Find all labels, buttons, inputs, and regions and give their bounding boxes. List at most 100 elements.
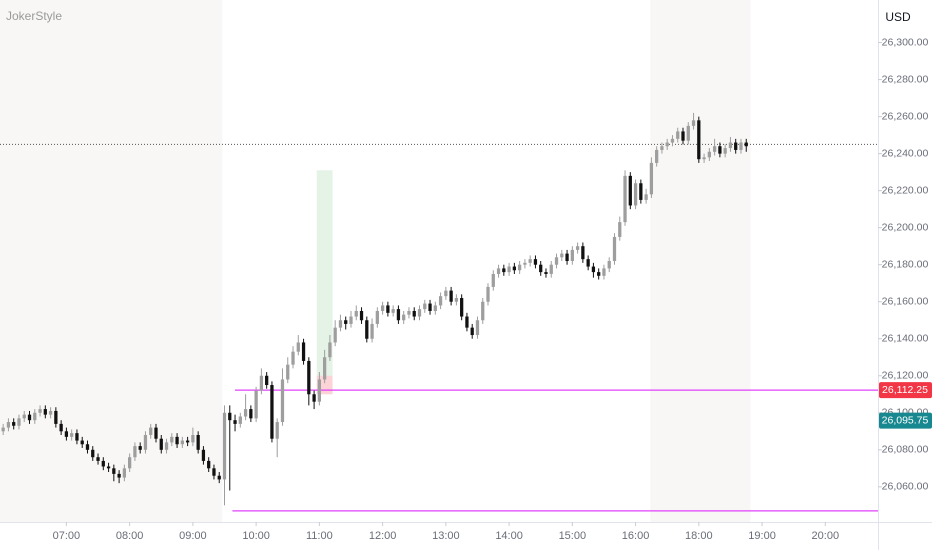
candle-body [101, 460, 105, 467]
candle-body [27, 414, 32, 421]
candle-body [48, 410, 53, 415]
candle-body [491, 273, 495, 287]
x-tick-label: 13:00 [432, 530, 460, 542]
candle-body [597, 272, 601, 276]
candle-body [75, 433, 79, 441]
candle-body [502, 268, 506, 273]
axis-layer: 26,060.0026,080.0026,100.0026,120.0026,1… [53, 36, 932, 542]
chart-title: JokerStyle [6, 9, 62, 23]
x-tick-label: 11:00 [306, 530, 333, 542]
candle-body [623, 175, 627, 223]
candle-body [349, 316, 353, 324]
candle-body [33, 412, 37, 421]
candle-body [512, 266, 516, 271]
level-price-label-box [879, 382, 932, 399]
candle-body [528, 259, 532, 263]
candle-body [586, 259, 590, 267]
candle-body [660, 146, 664, 150]
x-tick-label: 10:00 [242, 530, 270, 542]
candle-body [12, 422, 16, 426]
candle-body [170, 436, 174, 443]
price-label-box [879, 412, 932, 429]
candle-body [185, 440, 190, 443]
candle-body [665, 142, 669, 147]
x-tick-label: 14:00 [495, 530, 523, 542]
candle-body [549, 264, 553, 274]
candle-body [38, 409, 42, 413]
candle-body [117, 473, 121, 478]
candle-body [744, 142, 748, 147]
y-tick-label: 26,200.00 [882, 221, 929, 233]
candle-body [106, 466, 111, 469]
candle-body [328, 342, 332, 358]
y-tick-label: 26,240.00 [882, 147, 929, 159]
candle-body [533, 259, 538, 265]
candle-body [317, 379, 322, 402]
candle-body [686, 125, 690, 141]
candle-body [470, 327, 474, 336]
candle-body [712, 146, 717, 152]
candle-body [718, 146, 722, 154]
candle-body [149, 427, 153, 435]
candle-body [354, 310, 358, 317]
currency-label: USD [885, 10, 911, 24]
candle-body [338, 320, 343, 328]
candle-body [707, 151, 711, 158]
candle-body [560, 253, 564, 258]
target-zone [316, 170, 333, 376]
candle-body [17, 418, 21, 426]
candle-body [301, 342, 306, 361]
candle-body [734, 142, 738, 150]
y-tick-label: 26,280.00 [882, 73, 929, 85]
candle-body [265, 375, 269, 386]
candle-body [96, 457, 100, 461]
candle-body [222, 412, 227, 480]
candle-body [59, 423, 63, 432]
candle-body [602, 268, 606, 276]
candle-body [575, 246, 580, 250]
candle-body [207, 460, 211, 469]
candle-body [465, 316, 469, 328]
session-shade [0, 0, 223, 522]
candle-body [85, 444, 90, 450]
candle-body [607, 261, 611, 269]
y-tick-label: 26,080.00 [882, 444, 929, 456]
candle-body [54, 410, 58, 424]
candle-body [175, 436, 179, 445]
x-tick-label: 08:00 [116, 530, 144, 542]
candle-body [380, 305, 385, 311]
candle-body [633, 183, 638, 206]
candle-body [259, 375, 264, 391]
candle-body [280, 379, 285, 423]
candle-body [333, 327, 337, 343]
candle-body [407, 310, 411, 315]
candle-body [249, 409, 253, 419]
candle-body [164, 442, 169, 450]
candle-body [554, 257, 559, 265]
candle-body [507, 266, 511, 273]
candle-body [570, 249, 574, 261]
candle-body [375, 310, 379, 324]
candle-body [80, 440, 84, 445]
candle-body [539, 264, 543, 273]
candle-body [396, 309, 401, 321]
level-price-label: 26,112.25 [882, 384, 928, 396]
session-shade [650, 0, 751, 522]
candle-body [481, 301, 485, 321]
candle-body [655, 149, 659, 163]
candle-body [6, 422, 11, 428]
candle-body [296, 342, 300, 352]
candle-body [122, 468, 127, 478]
y-tick-label: 26,140.00 [882, 333, 929, 345]
candle-body [43, 409, 47, 415]
candle-body [496, 268, 501, 274]
candle-body [449, 290, 453, 302]
candle-body [238, 416, 242, 424]
candle-body [228, 412, 232, 421]
candle-body [275, 422, 279, 439]
candle-body [697, 120, 701, 160]
candle-body [312, 394, 316, 402]
x-tick-label: 12:00 [369, 530, 397, 542]
candle-body [191, 435, 195, 443]
candle-body [639, 183, 643, 200]
